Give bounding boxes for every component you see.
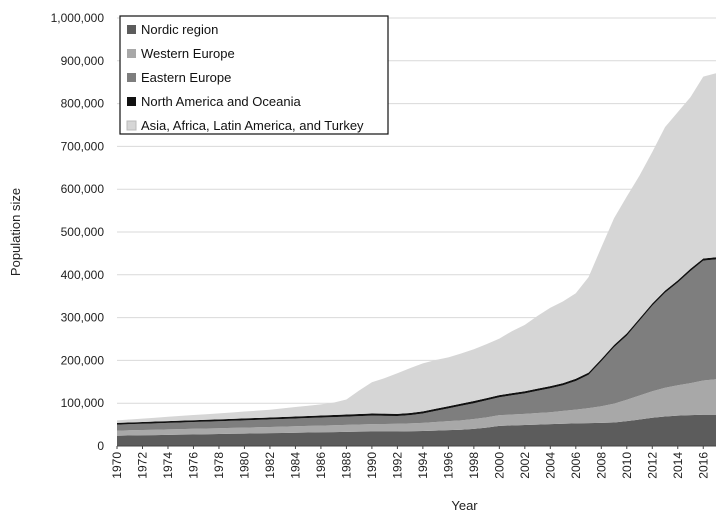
legend-label-3: North America and Oceania xyxy=(141,94,301,109)
area-series xyxy=(117,73,716,446)
y-axis-title: Population size xyxy=(8,188,23,276)
x-tick-label: 1982 xyxy=(263,452,277,479)
y-tick-label: 700,000 xyxy=(61,139,105,153)
x-tick-label: 2016 xyxy=(696,452,710,479)
y-tick-label: 400,000 xyxy=(61,268,105,282)
gridlines xyxy=(117,17,716,404)
legend-label-4: Asia, Africa, Latin America, and Turkey xyxy=(141,118,364,133)
x-tick-label: 2008 xyxy=(594,452,608,479)
y-tick-label: 500,000 xyxy=(61,225,105,239)
legend-swatch-3 xyxy=(127,97,136,106)
y-tick-label: 900,000 xyxy=(61,54,105,68)
x-tick-label: 1988 xyxy=(339,452,353,479)
x-tick-label: 1986 xyxy=(314,452,328,479)
y-tick-label: 0 xyxy=(97,439,104,453)
x-tick-label: 1974 xyxy=(161,452,175,479)
x-tick-label: 1970 xyxy=(110,452,124,479)
y-tick-label: 800,000 xyxy=(61,97,105,111)
area-series-3 xyxy=(117,257,716,425)
x-tick-label: 1978 xyxy=(212,452,226,479)
x-tick-label: 1972 xyxy=(135,452,149,479)
x-tick-label: 2010 xyxy=(620,452,634,479)
x-tick-label: 1996 xyxy=(441,452,455,479)
x-tick-label: 2000 xyxy=(492,452,506,479)
y-tick-label: 100,000 xyxy=(61,396,105,410)
legend-swatch-2 xyxy=(127,73,136,82)
x-tick-label: 2004 xyxy=(543,452,557,479)
legend-swatch-1 xyxy=(127,49,136,58)
legend-box xyxy=(119,15,389,135)
x-tick-label: 1990 xyxy=(365,452,379,479)
legend-label-2: Eastern Europe xyxy=(141,70,231,85)
y-axis-tick-labels: 0 100,000 200,000 300,000 400,000 500,000 600,… xyxy=(51,11,105,453)
area-series-4 xyxy=(117,73,716,423)
y-tick-label: 300,000 xyxy=(61,311,105,325)
x-axis-title: Year xyxy=(451,498,478,512)
x-tick-label: 1998 xyxy=(467,452,481,479)
x-tick-label: 2012 xyxy=(645,452,659,479)
x-tick-label: 1976 xyxy=(186,452,200,479)
x-axis-tick-labels: 1970 1972 1974 1976 1978 1980 1982 1984 1986 1988… xyxy=(110,446,710,479)
x-tick-label: 2002 xyxy=(518,452,532,479)
legend-swatch-0 xyxy=(127,25,136,34)
x-tick-label: 1994 xyxy=(416,452,430,479)
x-tick-label: 2014 xyxy=(671,452,685,479)
legend-swatch-4 xyxy=(126,120,137,131)
x-tick-label: 1992 xyxy=(390,452,404,479)
y-tick-label: 600,000 xyxy=(61,182,105,196)
area-series-0 xyxy=(117,414,716,446)
area-series-2 xyxy=(117,259,716,431)
x-tick-label: 1980 xyxy=(237,452,251,479)
x-tick-label: 1984 xyxy=(288,452,302,479)
area-series-1 xyxy=(117,379,716,436)
legend: Nordic region Western Europe Eastern Europ… xyxy=(119,15,389,135)
y-tick-label: 1,000,000 xyxy=(51,11,105,25)
legend-label-1: Western Europe xyxy=(141,46,235,61)
y-tick-label: 200,000 xyxy=(61,353,105,367)
x-tick-label: 2006 xyxy=(569,452,583,479)
legend-label-0: Nordic region xyxy=(141,22,218,37)
